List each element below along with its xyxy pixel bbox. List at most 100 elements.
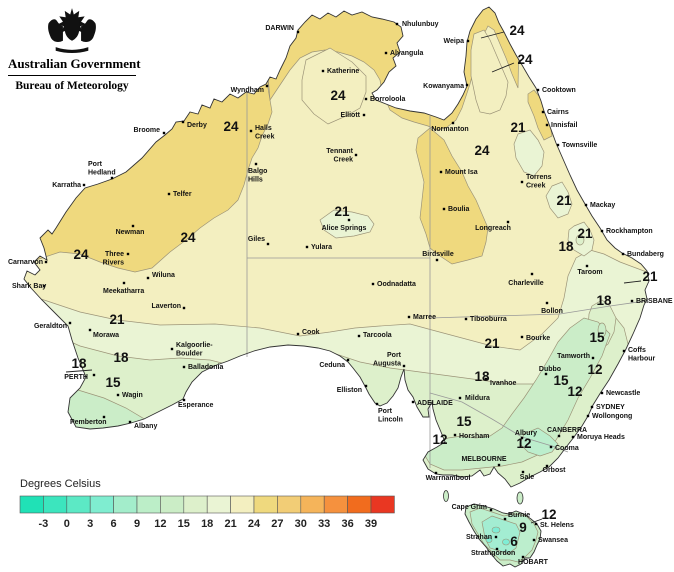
city-dot (68, 321, 72, 325)
city-label: Normanton (431, 126, 468, 133)
city-label: Warrnambool (426, 475, 471, 482)
city-label: Sale (520, 474, 535, 481)
temperature-band (481, 515, 521, 555)
city-dot (371, 282, 375, 286)
legend-cell (113, 495, 138, 514)
city-dot (545, 301, 549, 305)
legend-tick: 12 (154, 518, 166, 530)
city-label: Nhulunbuy (402, 21, 439, 28)
city-label: Charleville (508, 280, 544, 287)
city-label: Tibooburra (470, 316, 507, 323)
city-dot (521, 470, 525, 474)
government-title: Australian Government (8, 56, 141, 76)
city-label: Bourke (526, 335, 550, 342)
legend-cell (253, 495, 278, 514)
city-label: Horsham (459, 433, 489, 440)
city-label: Balladonia (188, 364, 224, 371)
city-dot (541, 110, 545, 114)
city-label: Kowanyama (423, 83, 464, 90)
contour-value-label: 21 (510, 120, 526, 135)
city-dot (362, 113, 366, 117)
city-dot (296, 332, 300, 336)
city-dot (265, 84, 269, 88)
city-label: Derby (187, 122, 207, 129)
city-label: Innisfail (551, 122, 578, 129)
contour-value-label: 24 (330, 88, 346, 103)
city-labels: DARWIN Nhulunbuy Alyangula Katherine Wyndham… (8, 21, 673, 566)
city-label: BRISBANE (636, 298, 673, 305)
city-dot (44, 260, 48, 264)
city-dot (495, 547, 499, 551)
coastlines (23, 6, 650, 568)
legend-cell (19, 495, 44, 514)
city-dot (591, 356, 595, 360)
city-dot (622, 349, 626, 353)
legend-tick: 39 (365, 518, 377, 530)
legend-cell (206, 495, 231, 514)
contour-value-label: 12 (516, 436, 531, 451)
legend-cell (370, 495, 395, 514)
city-label: Pemberton (70, 419, 107, 426)
contour-leader-line (65, 369, 93, 373)
temperature-band (415, 127, 489, 265)
contour-value-label: 24 (73, 247, 89, 262)
city-label: Wollongong (592, 413, 632, 420)
contour-leader-line (480, 31, 505, 39)
city-label: Albury (515, 430, 537, 437)
city-label: Weipa (444, 38, 465, 45)
city-label: Wagin (122, 392, 143, 399)
legend-tick: 30 (295, 518, 307, 530)
city-dot (296, 30, 300, 34)
legend-tick: 27 (271, 518, 283, 530)
city-dot (122, 281, 126, 285)
city-dot (82, 183, 86, 187)
city-label: Giles (248, 236, 265, 243)
contour-value-label: 15 (105, 375, 121, 390)
legend-tick: 24 (248, 518, 261, 530)
state-borders (246, 92, 646, 468)
city-label: Port Hedland (88, 161, 116, 176)
city-dot (545, 464, 549, 468)
island-coastline (516, 491, 524, 505)
city-dot (364, 384, 368, 388)
contour-value-label: 18 (558, 239, 574, 254)
contour-value-label: 18 (596, 293, 612, 308)
city-dot (520, 180, 524, 184)
city-label: Morawa (93, 332, 119, 339)
contour-value-label: 12 (587, 362, 602, 377)
tasmania-coastline (464, 503, 542, 568)
city-label: Tennant Creek (326, 148, 353, 163)
legend-tick: 3 (87, 518, 93, 530)
city-label: CANBERRA (547, 427, 587, 434)
temperature-band (485, 537, 493, 543)
city-dot (375, 402, 379, 406)
city-label: Geraldton (34, 323, 67, 330)
city-dot (536, 88, 540, 92)
city-dot (88, 328, 92, 332)
city-dot (182, 306, 186, 310)
city-dot (402, 364, 406, 368)
government-header: Australian Government Bureau of Meteorol… (8, 4, 141, 92)
contour-value-label: 21 (556, 193, 572, 208)
city-dot (126, 252, 130, 256)
city-dot (131, 224, 135, 228)
legend: -3 0 3 6 9 12 15 18 21 24 27 30 33 36 39 (19, 495, 395, 530)
city-label: Tarcoola (363, 332, 392, 339)
contour-value-label: 24 (509, 23, 525, 38)
contour-value-label: 21 (109, 312, 125, 327)
city-dot (321, 69, 325, 73)
legend-cell (183, 495, 208, 514)
city-label: Alice Springs (322, 225, 367, 232)
city-dot (110, 176, 114, 180)
contour-leader-line (530, 518, 543, 524)
city-label: Broome (134, 127, 161, 134)
contour-value-label: 21 (334, 204, 350, 219)
legend-tick: 36 (341, 518, 353, 530)
city-dot (465, 83, 469, 87)
legend-tick: 18 (201, 518, 213, 530)
city-label: HOBART (518, 559, 549, 566)
city-dot (484, 377, 488, 381)
city-dot (346, 358, 350, 362)
